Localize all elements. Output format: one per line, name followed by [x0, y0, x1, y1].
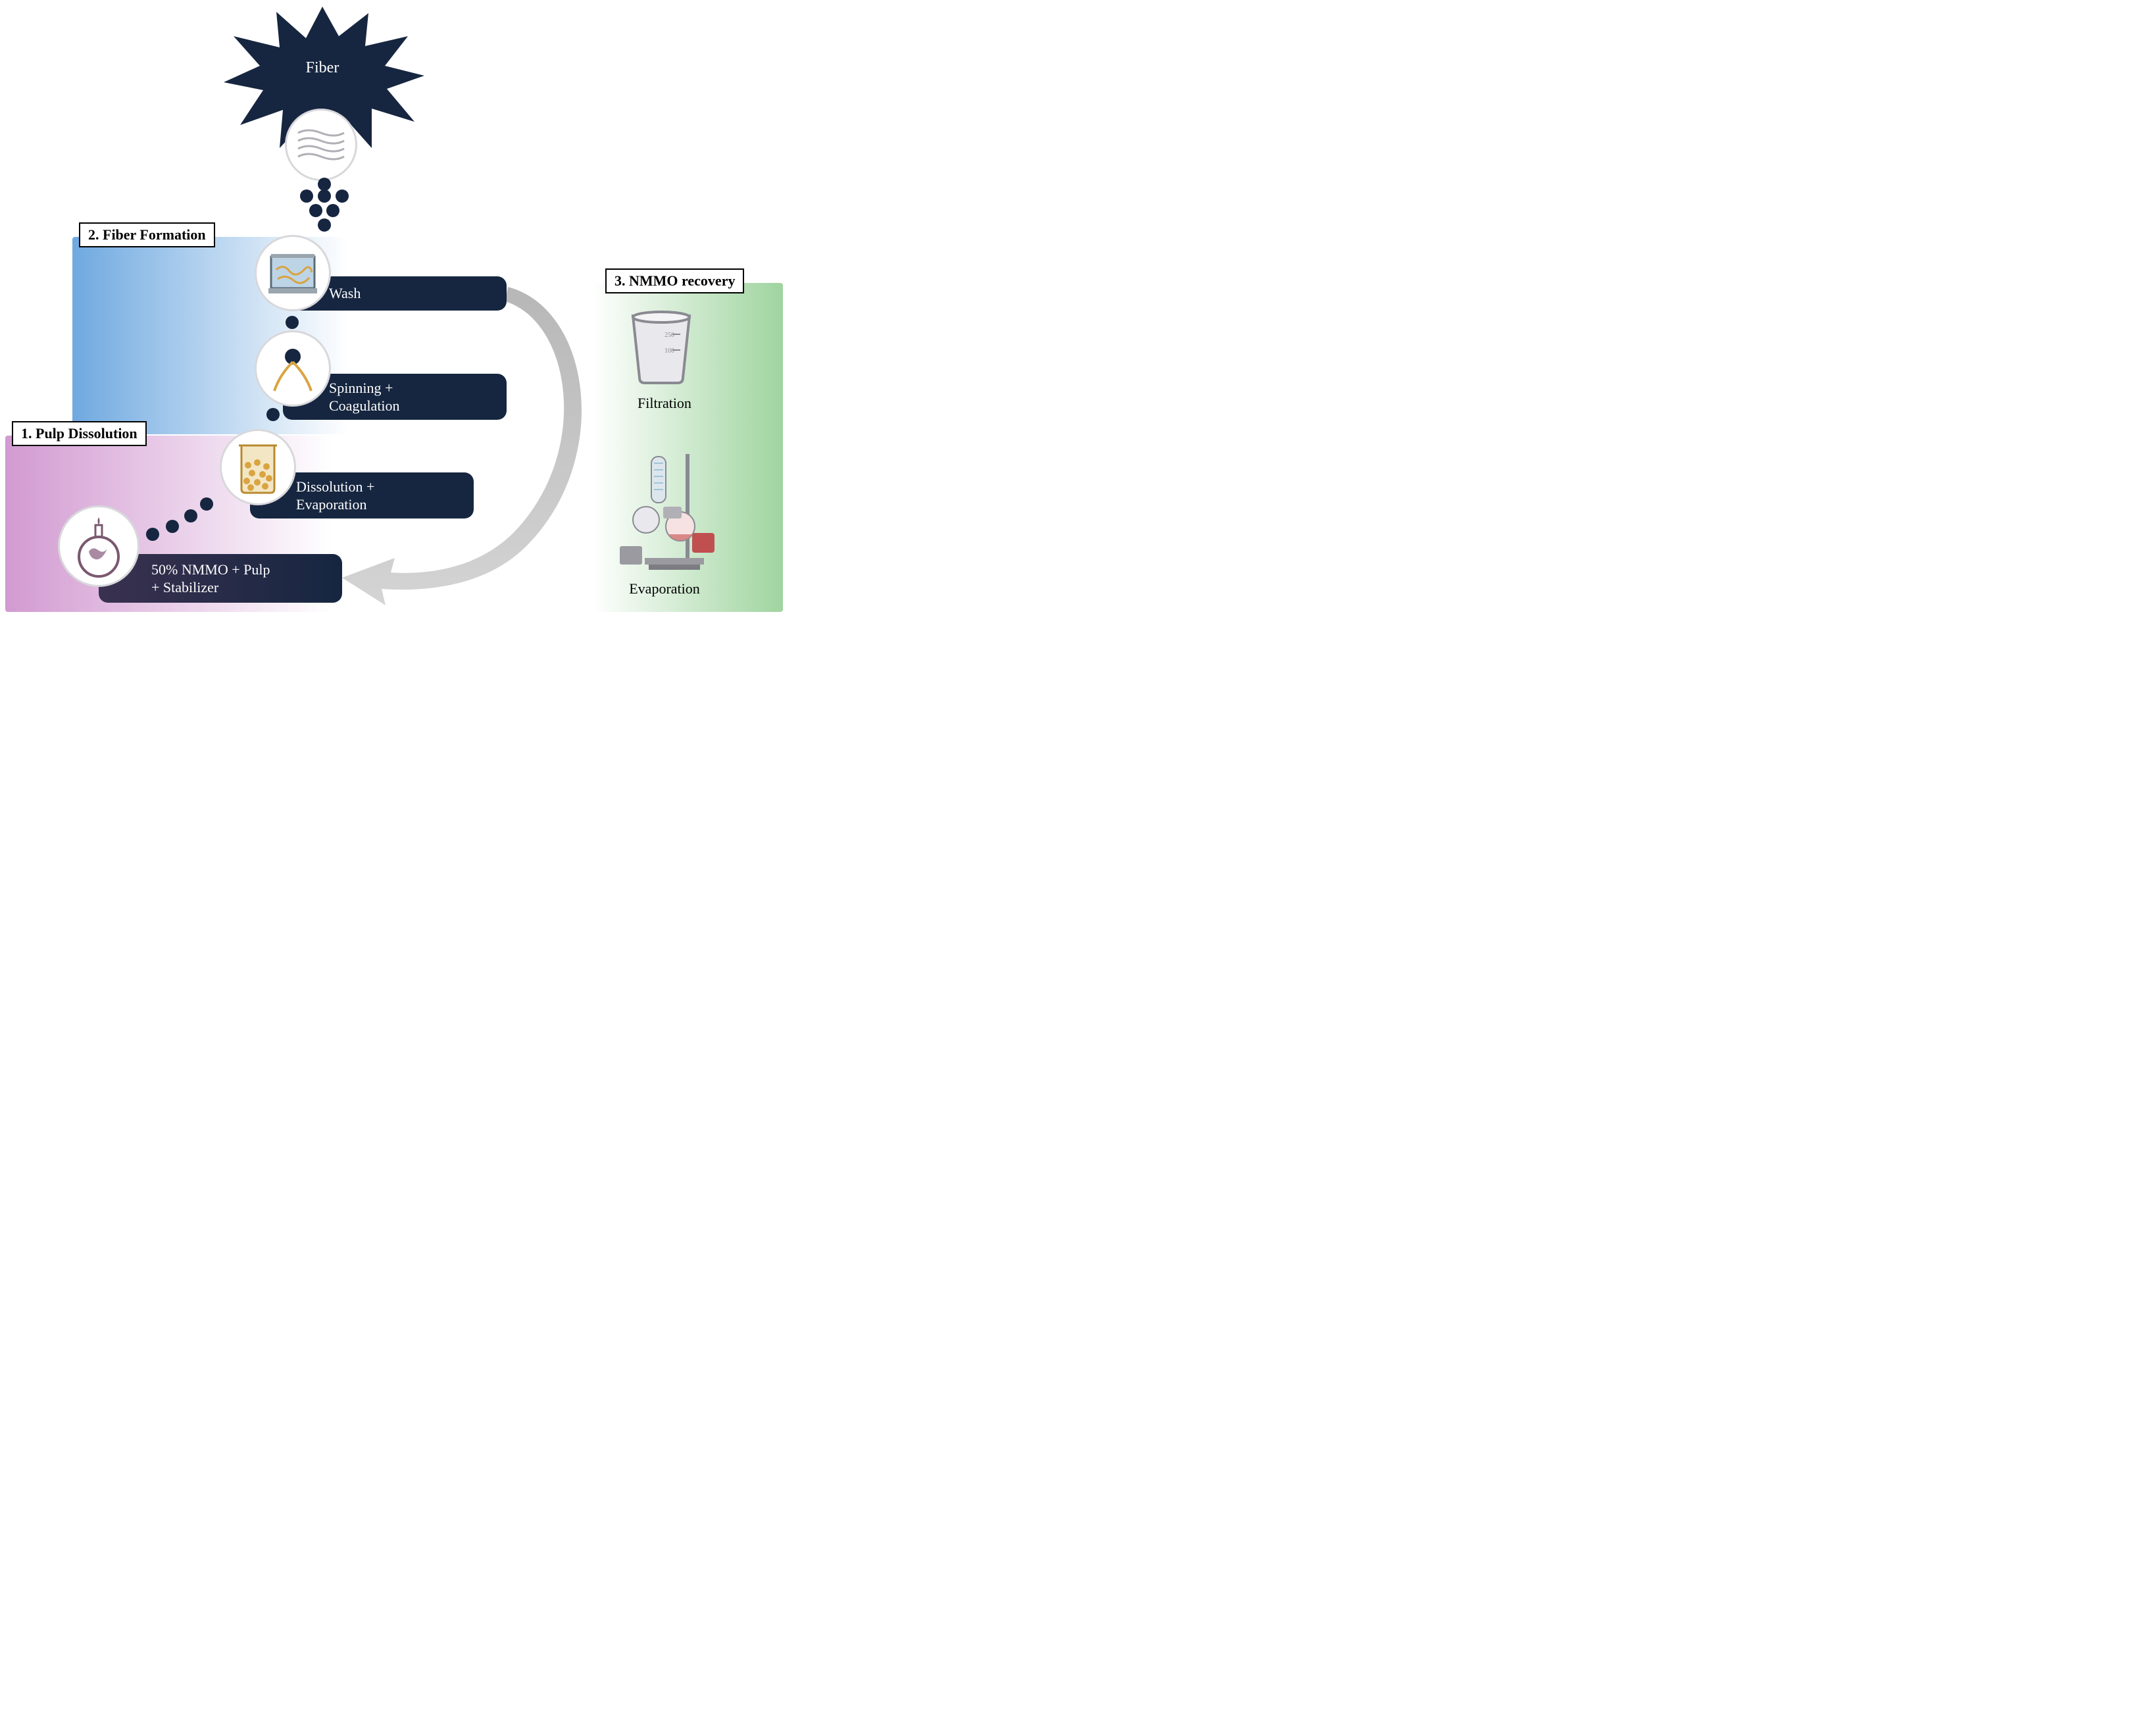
icon-beaker-pulp: [220, 429, 296, 505]
pill-spinning-label: Spinning + Coagulation: [329, 379, 400, 415]
dot: [318, 218, 331, 232]
dot: [326, 204, 339, 217]
label-evaporation: Evaporation: [625, 580, 704, 597]
icon-rotovap: [612, 447, 717, 579]
svg-text:250: 250: [664, 332, 674, 339]
dot: [200, 497, 213, 511]
icon-wash-bath: [255, 235, 331, 311]
dot: [266, 408, 280, 421]
dot: [166, 520, 179, 533]
icon-fiber-waves: [285, 109, 357, 181]
icon-filtration-beaker: 250 100: [625, 309, 697, 388]
dot: [184, 509, 197, 522]
svg-text:100: 100: [664, 347, 674, 355]
dot: [146, 528, 159, 541]
icon-flask-pulp: [58, 505, 139, 587]
label-fiber-formation: 2. Fiber Formation: [79, 222, 215, 247]
dot: [300, 189, 313, 203]
label-nmmo-recovery: 3. NMMO recovery: [605, 268, 744, 293]
pill-dissolution-label: Dissolution + Evaporation: [296, 478, 374, 514]
pill-nmmo-label: 50% NMMO + Pulp + Stabilizer: [151, 561, 270, 597]
pill-wash-label: Wash: [329, 284, 361, 303]
burst-label: Fiber: [306, 59, 339, 76]
dot: [318, 178, 331, 191]
label-filtration: Filtration: [632, 395, 697, 412]
dot: [318, 189, 331, 203]
label-pulp-dissolution: 1. Pulp Dissolution: [12, 421, 147, 446]
dot: [286, 316, 299, 329]
icon-spinneret: [255, 330, 331, 407]
dot: [336, 189, 349, 203]
dot: [309, 204, 322, 217]
